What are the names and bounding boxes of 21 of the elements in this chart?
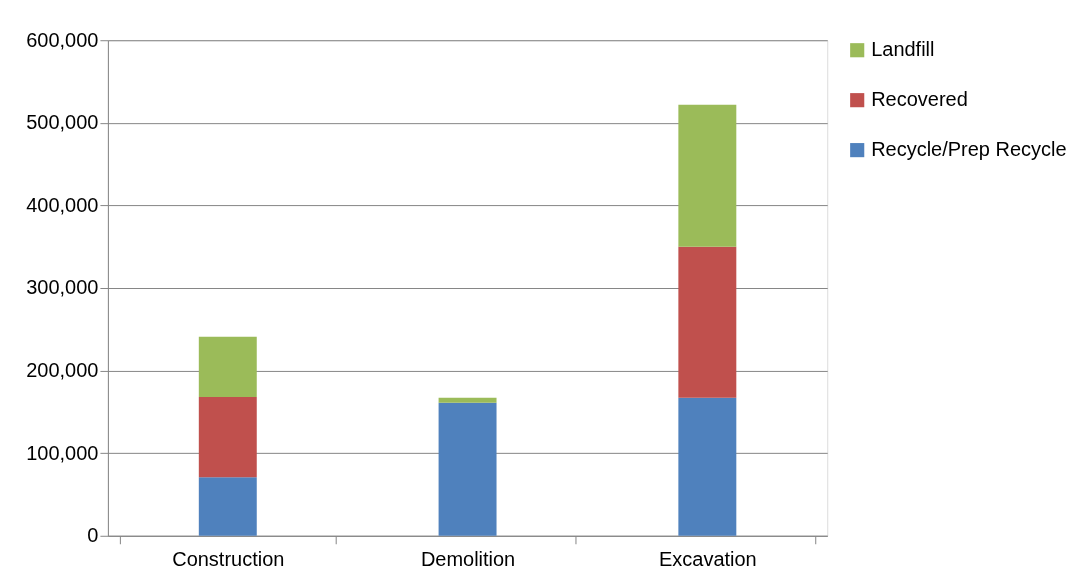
y-tick-label: 500,000 <box>26 111 99 134</box>
y-tick-label: 0 <box>87 524 99 547</box>
y-tick-label: 200,000 <box>26 359 99 382</box>
y-tick-label: 100,000 <box>26 441 99 464</box>
y-tick-label: 300,000 <box>26 276 99 299</box>
legend-label: Recycle/Prep Recycle <box>871 138 1067 161</box>
bar <box>438 402 497 536</box>
bar <box>198 477 257 536</box>
legend-label: Recovered <box>871 88 968 111</box>
bar <box>678 397 737 536</box>
x-tick-label: Demolition <box>420 548 516 571</box>
bar <box>198 336 257 398</box>
y-tick-label: 600,000 <box>26 28 99 51</box>
x-tick-label: Excavation <box>659 548 757 571</box>
y-tick-label: 400,000 <box>26 193 99 216</box>
legend-label: Landfill <box>871 38 935 61</box>
x-tick-label: Construction <box>172 548 285 571</box>
bar <box>438 397 497 403</box>
bar <box>678 246 737 398</box>
bar <box>678 104 737 247</box>
bar <box>198 397 257 478</box>
